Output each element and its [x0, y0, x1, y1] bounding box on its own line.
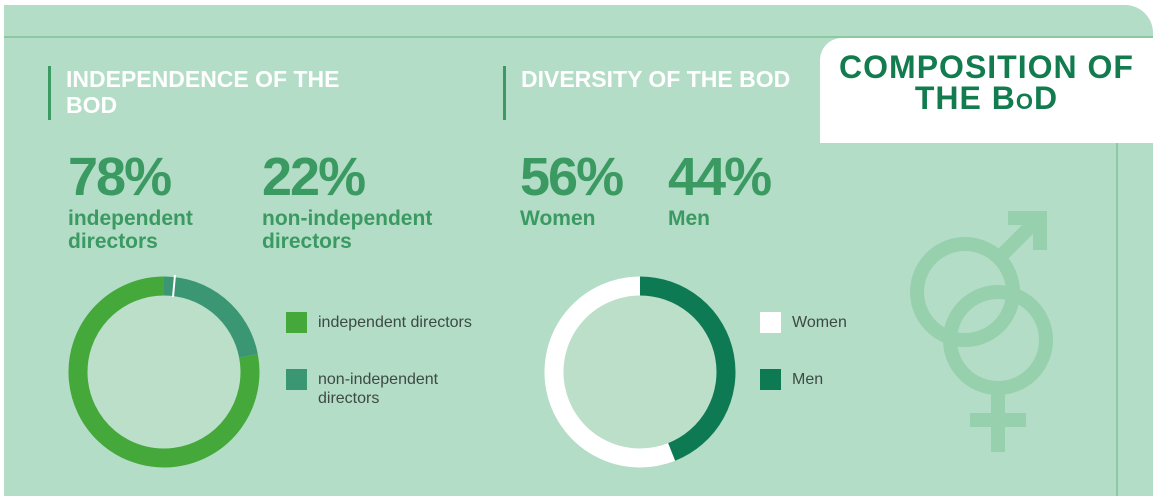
legend-label: independent directors	[318, 314, 472, 331]
gender-icon	[910, 211, 1053, 452]
category-label: Women	[520, 207, 596, 230]
donut-segment	[639, 276, 736, 461]
segment-gap	[172, 274, 176, 298]
legend-swatch	[286, 312, 307, 333]
donut-hole	[87, 295, 241, 449]
legend-label: Women	[792, 314, 847, 331]
value-label: 22%	[262, 147, 366, 207]
value-label: 56%	[520, 147, 624, 207]
category-label: Men	[668, 207, 710, 230]
value-label: 78%	[68, 147, 172, 207]
legend-swatch	[760, 369, 781, 390]
legend-label: Men	[792, 371, 824, 388]
legend-swatch	[760, 312, 781, 333]
donut-segment	[68, 276, 260, 468]
donut-hole	[563, 295, 717, 449]
chart-title: DIVERSITY OF THE BOD	[521, 66, 791, 92]
badge: COMPOSITION OF THE BoD	[820, 38, 1153, 143]
legend-label: non-independent directors	[318, 371, 439, 407]
value-label: 44%	[668, 147, 772, 207]
category-label: independent directors	[68, 207, 193, 253]
title-bar	[503, 66, 506, 120]
donut-segment	[163, 276, 258, 358]
donut-segment	[544, 276, 676, 468]
title-bar	[48, 66, 51, 120]
category-label: non-independent directors	[262, 207, 433, 253]
chart-title: INDEPENDENCE OF THE BOD	[66, 66, 340, 118]
divider	[1116, 140, 1118, 496]
legend-swatch	[286, 369, 307, 390]
divider	[4, 36, 1153, 38]
